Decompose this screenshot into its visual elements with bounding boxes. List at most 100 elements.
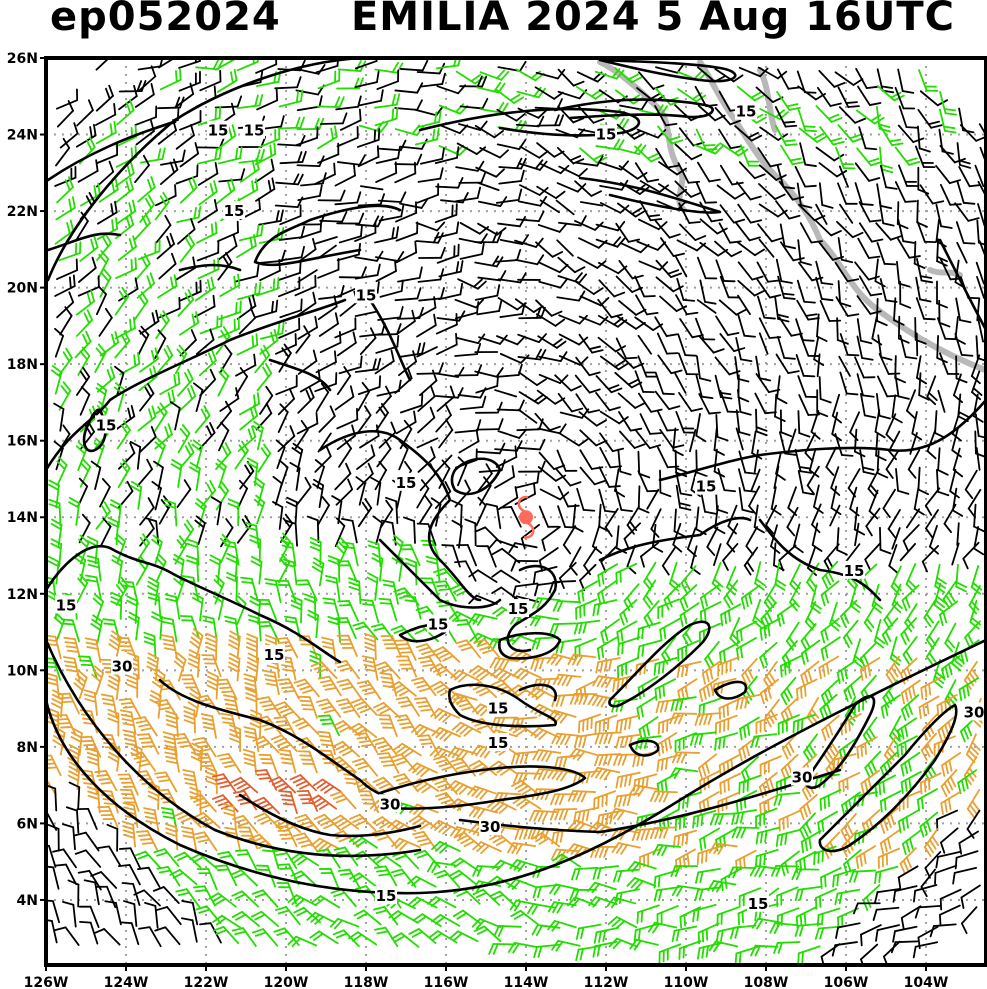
wind-barb [876,242,897,266]
wind-barb [916,258,934,284]
wind-barb [194,294,216,318]
wind-barb [214,95,243,109]
wind-barb [640,541,660,568]
wind-barb [217,367,230,397]
wind-barb [399,393,424,414]
wind-barb [99,331,120,357]
wind-barb [295,579,318,602]
wind-barb [676,277,696,302]
wind-barb [153,460,164,490]
wind-barb [555,467,582,487]
wind-barb [855,67,879,90]
wind-barb [917,125,931,153]
wind-barb [499,302,526,318]
wind-barb [341,517,358,544]
wind-barb [95,143,119,165]
wind-barb [114,330,131,359]
wind-barb [971,370,983,401]
wind-barb [370,476,382,506]
wind-barb [956,241,968,264]
wind-barb [438,419,454,449]
wind-barb [955,221,976,245]
wind-barb [210,496,222,526]
wind-barb [518,391,548,405]
wind-barb [839,333,860,357]
wind-barb [794,165,817,188]
wind-barb [252,420,264,451]
wind-barb [297,269,318,283]
wind-barb [901,584,920,612]
wind-barb [237,178,259,202]
wind-barb [679,318,704,339]
wind-barb [256,363,273,392]
wind-barb [578,315,609,326]
wind-barb [720,603,742,627]
wind-barb [403,595,422,620]
wind-barb [636,128,667,139]
wind-barb [858,222,884,243]
wind-barb [518,371,547,386]
wind-barb [905,508,921,529]
wind-barb [495,188,523,204]
wind-barb [216,124,237,150]
wind-barb [356,462,374,491]
wind-barb [115,257,137,280]
wind-barb [475,374,499,394]
wind-barb [464,518,477,547]
wind-barb [433,567,460,587]
wind-barb [699,279,717,305]
wind-barb [177,218,196,245]
wind-barb [538,261,569,274]
wind-barb [114,177,134,204]
wind-barb [874,409,886,439]
wind-barb [154,184,177,207]
wind-barb [56,176,74,204]
wind-barb [315,382,330,413]
wind-barb [906,389,916,419]
wind-barb [737,203,763,224]
wind-barb [454,186,482,203]
wind-barb [938,108,957,134]
wind-barb [839,371,859,396]
wind-barb [279,150,307,165]
wind-barb [377,139,407,152]
wind-barb [806,562,820,592]
wind-barb [468,613,498,626]
lon-tick-label: 122W [184,975,229,989]
wind-barb [220,518,234,548]
wind-barb [557,68,585,87]
wind-barb [857,237,881,259]
wind-barb [414,105,444,117]
wind-barb [213,574,225,605]
lat-tick-label: 26N [7,51,38,67]
wind-barb [134,291,149,321]
wind-barb [655,147,680,169]
wind-barb [179,234,196,263]
wind-barb [637,218,668,231]
wind-barb [815,260,834,286]
wind-barb [456,142,487,155]
wind-barb [294,419,309,449]
wind-barb [306,515,320,544]
wind-barb [436,385,456,412]
wind-barb [774,393,786,423]
wind-barb [579,429,607,447]
wind-barb [156,232,175,260]
wind-barb [510,559,539,572]
wind-barb [614,67,643,84]
wind-barb [853,506,866,536]
wind-barb [818,376,832,404]
wind-barb [300,172,327,187]
contour-label: 15 [428,615,449,633]
contour-label: 15 [264,646,285,664]
wind-barb [277,387,296,416]
wind-barb [755,408,768,437]
wind-barb [737,294,751,315]
wind-barb [136,533,150,563]
wind-barb [219,273,241,297]
wind-barb [537,222,568,233]
wind-barb [836,220,864,239]
wind-barb [599,355,629,371]
wind-barb [336,126,359,148]
wind-barb [191,592,204,622]
